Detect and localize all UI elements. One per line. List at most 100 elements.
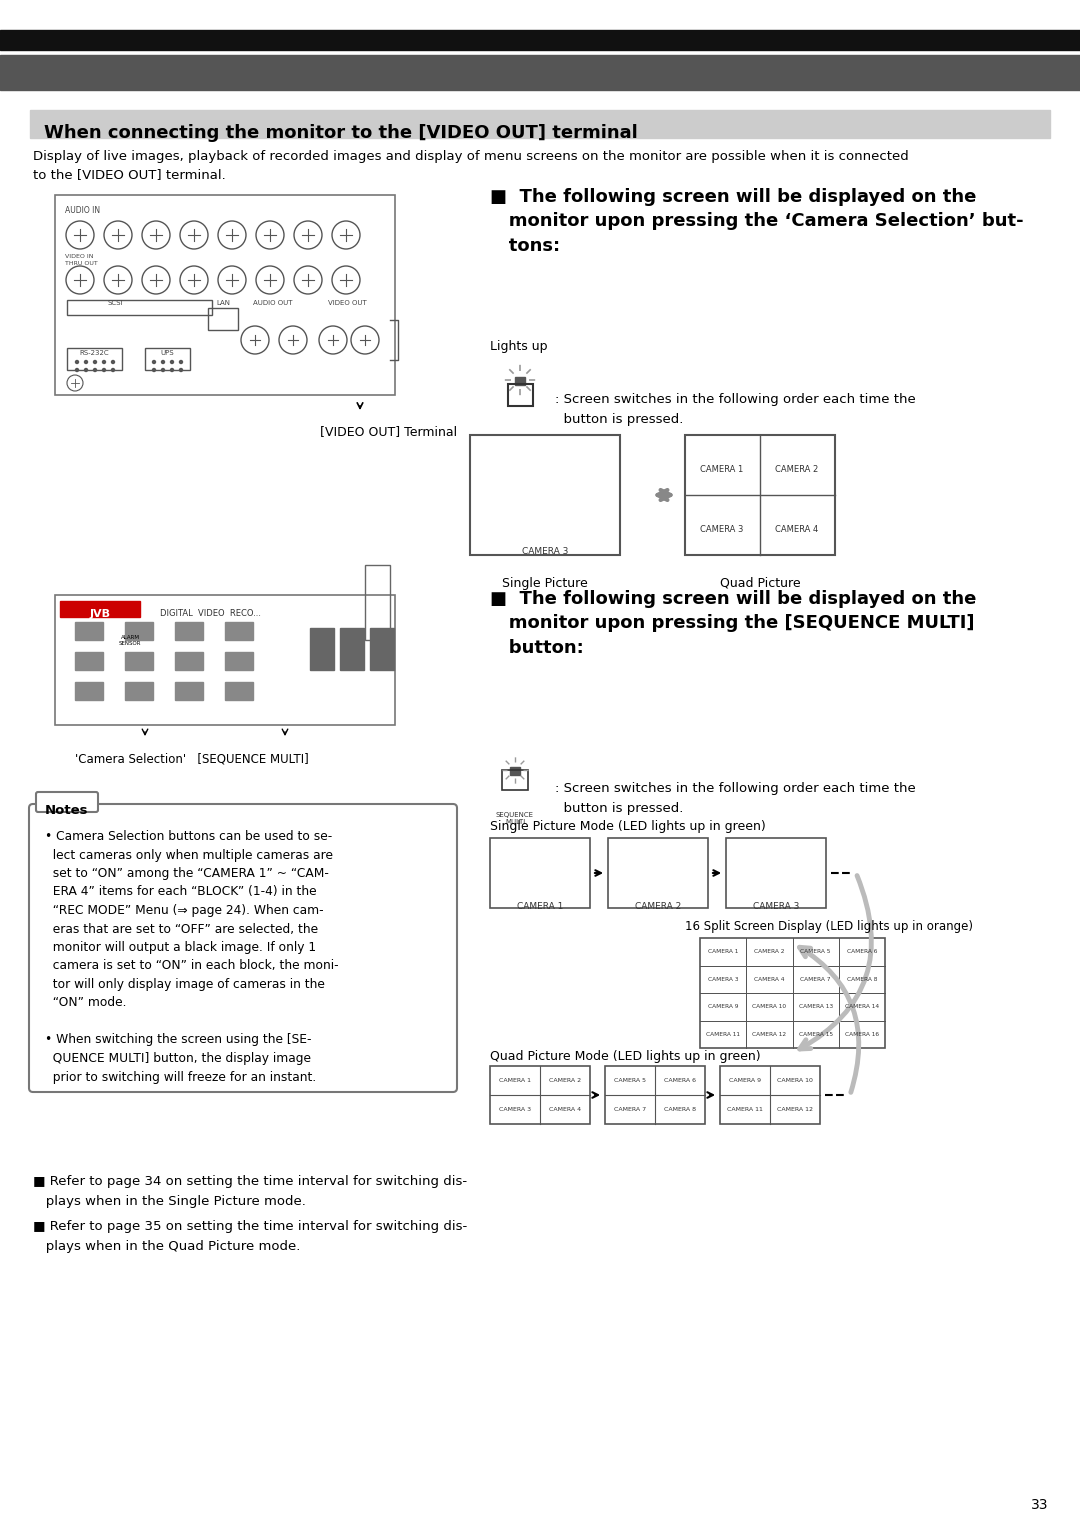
Bar: [125, 622, 153, 640]
Circle shape: [179, 361, 183, 364]
Text: ■ Refer to page 34 on setting the time interval for switching dis-: ■ Refer to page 34 on setting the time i…: [33, 1175, 468, 1187]
Text: button is pressed.: button is pressed.: [555, 413, 684, 426]
Text: RS-232C: RS-232C: [79, 350, 109, 356]
Bar: [685, 435, 835, 555]
Text: CAMERA 9: CAMERA 9: [707, 1004, 739, 1010]
Text: CAMERA 1: CAMERA 1: [707, 949, 739, 955]
Text: prior to switching will freeze for an instant.: prior to switching will freeze for an in…: [45, 1071, 316, 1083]
Text: CAMERA 4: CAMERA 4: [775, 526, 819, 535]
Text: CAMERA 5: CAMERA 5: [800, 949, 831, 955]
Text: Single Picture: Single Picture: [502, 578, 588, 590]
Circle shape: [76, 361, 79, 364]
Text: ■ Refer to page 35 on setting the time interval for switching dis-: ■ Refer to page 35 on setting the time i…: [33, 1219, 468, 1233]
Text: CAMERA 7: CAMERA 7: [613, 1106, 646, 1112]
Text: CAMERA 3: CAMERA 3: [499, 1106, 531, 1112]
Bar: [502, 770, 528, 790]
Text: button is pressed.: button is pressed.: [555, 802, 684, 814]
FancyArrowPatch shape: [799, 947, 859, 1093]
Bar: [700, 938, 885, 1048]
Text: CAMERA 8: CAMERA 8: [664, 1106, 696, 1112]
FancyBboxPatch shape: [29, 804, 457, 1093]
Text: CAMERA 13: CAMERA 13: [798, 1004, 833, 1010]
Bar: [125, 652, 153, 669]
Text: Display of live images, playback of recorded images and display of menu screens : Display of live images, playback of reco…: [33, 150, 908, 180]
Text: AUDIO OUT: AUDIO OUT: [253, 299, 293, 306]
Text: CAMERA 3: CAMERA 3: [707, 976, 739, 983]
Text: CAMERA 11: CAMERA 11: [706, 1031, 740, 1038]
Circle shape: [152, 368, 156, 371]
Text: Lights up: Lights up: [490, 341, 548, 353]
Bar: [0, 31, 1080, 50]
Text: set to “ON” among the “CAMERA 1” ~ “CAM-: set to “ON” among the “CAMERA 1” ~ “CAM-: [45, 866, 329, 880]
Text: JVB: JVB: [90, 610, 110, 619]
Circle shape: [94, 361, 96, 364]
Text: CAMERA 10: CAMERA 10: [778, 1077, 813, 1083]
Bar: [75, 652, 103, 669]
Text: ALARM
SENSOR: ALARM SENSOR: [119, 636, 141, 646]
Text: : Screen switches in the following order each time the: : Screen switches in the following order…: [555, 393, 916, 406]
Text: Notes: Notes: [45, 804, 89, 817]
Bar: [370, 628, 394, 669]
Text: CAMERA 7: CAMERA 7: [800, 976, 831, 983]
Text: AUDIO IN: AUDIO IN: [65, 206, 100, 215]
Bar: [208, 309, 238, 330]
Text: CAMERA 14: CAMERA 14: [845, 1004, 879, 1010]
Text: “ON” mode.: “ON” mode.: [45, 996, 126, 1010]
FancyBboxPatch shape: [36, 792, 98, 811]
Bar: [60, 601, 140, 617]
Text: SCSI: SCSI: [107, 299, 123, 306]
Bar: [0, 55, 1080, 90]
Bar: [225, 652, 253, 669]
Text: Quad Picture Mode (LED lights up in green): Quad Picture Mode (LED lights up in gree…: [490, 1050, 760, 1063]
Text: CAMERA 2: CAMERA 2: [775, 466, 819, 475]
Text: CAMERA 16: CAMERA 16: [845, 1031, 879, 1038]
Text: Quad Picture: Quad Picture: [719, 578, 800, 590]
Text: “REC MODE” Menu (⇒ page 24). When cam-: “REC MODE” Menu (⇒ page 24). When cam-: [45, 905, 324, 917]
Text: CAMERA 6: CAMERA 6: [847, 949, 877, 955]
Text: ERA 4” items for each “BLOCK” (1-4) in the: ERA 4” items for each “BLOCK” (1-4) in t…: [45, 886, 316, 898]
Text: : Screen switches in the following order each time the: : Screen switches in the following order…: [555, 782, 916, 795]
Bar: [490, 837, 590, 908]
Text: 'Camera Selection'   [SEQUENCE MULTI]: 'Camera Selection' [SEQUENCE MULTI]: [75, 753, 309, 766]
Circle shape: [103, 368, 106, 371]
Text: LAN: LAN: [216, 299, 230, 306]
Text: CAMERA 1: CAMERA 1: [499, 1077, 531, 1083]
Text: CAMERA 12: CAMERA 12: [753, 1031, 786, 1038]
Text: plays when in the Single Picture mode.: plays when in the Single Picture mode.: [33, 1195, 306, 1209]
Bar: [55, 196, 395, 396]
Bar: [340, 628, 364, 669]
Text: CAMERA 3: CAMERA 3: [522, 547, 568, 556]
Bar: [145, 348, 190, 370]
Text: CAMERA 12: CAMERA 12: [777, 1106, 813, 1112]
Text: UPS: UPS: [160, 350, 174, 356]
Circle shape: [152, 361, 156, 364]
Text: ■  The following screen will be displayed on the
   monitor upon pressing the ‘C: ■ The following screen will be displayed…: [490, 188, 1024, 255]
Circle shape: [162, 368, 164, 371]
Text: THRU OUT: THRU OUT: [65, 261, 98, 266]
Text: SEQUENCE
MULTI: SEQUENCE MULTI: [496, 811, 534, 825]
Bar: [720, 1067, 820, 1125]
Circle shape: [162, 361, 164, 364]
Text: CAMERA 10: CAMERA 10: [753, 1004, 786, 1010]
Text: CAMERA 2: CAMERA 2: [754, 949, 785, 955]
FancyArrowPatch shape: [799, 876, 872, 1050]
Text: VIDEO IN: VIDEO IN: [65, 254, 94, 260]
Text: [VIDEO OUT] Terminal: [VIDEO OUT] Terminal: [320, 425, 457, 439]
Text: plays when in the Quad Picture mode.: plays when in the Quad Picture mode.: [33, 1241, 300, 1253]
Bar: [67, 348, 122, 370]
Circle shape: [179, 368, 183, 371]
Bar: [310, 628, 334, 669]
Bar: [605, 1067, 705, 1125]
Text: When connecting the monitor to the [VIDEO OUT] terminal: When connecting the monitor to the [VIDE…: [44, 124, 638, 142]
Bar: [175, 652, 203, 669]
Text: CAMERA 3: CAMERA 3: [700, 526, 744, 535]
Circle shape: [171, 361, 174, 364]
Text: CAMERA 3: CAMERA 3: [753, 902, 799, 911]
Circle shape: [84, 361, 87, 364]
Text: CAMERA 2: CAMERA 2: [635, 902, 681, 911]
Bar: [175, 681, 203, 700]
Text: • When switching the screen using the [SE-: • When switching the screen using the [S…: [45, 1033, 311, 1047]
Text: CAMERA 8: CAMERA 8: [847, 976, 877, 983]
Bar: [490, 1067, 590, 1125]
Circle shape: [94, 368, 96, 371]
